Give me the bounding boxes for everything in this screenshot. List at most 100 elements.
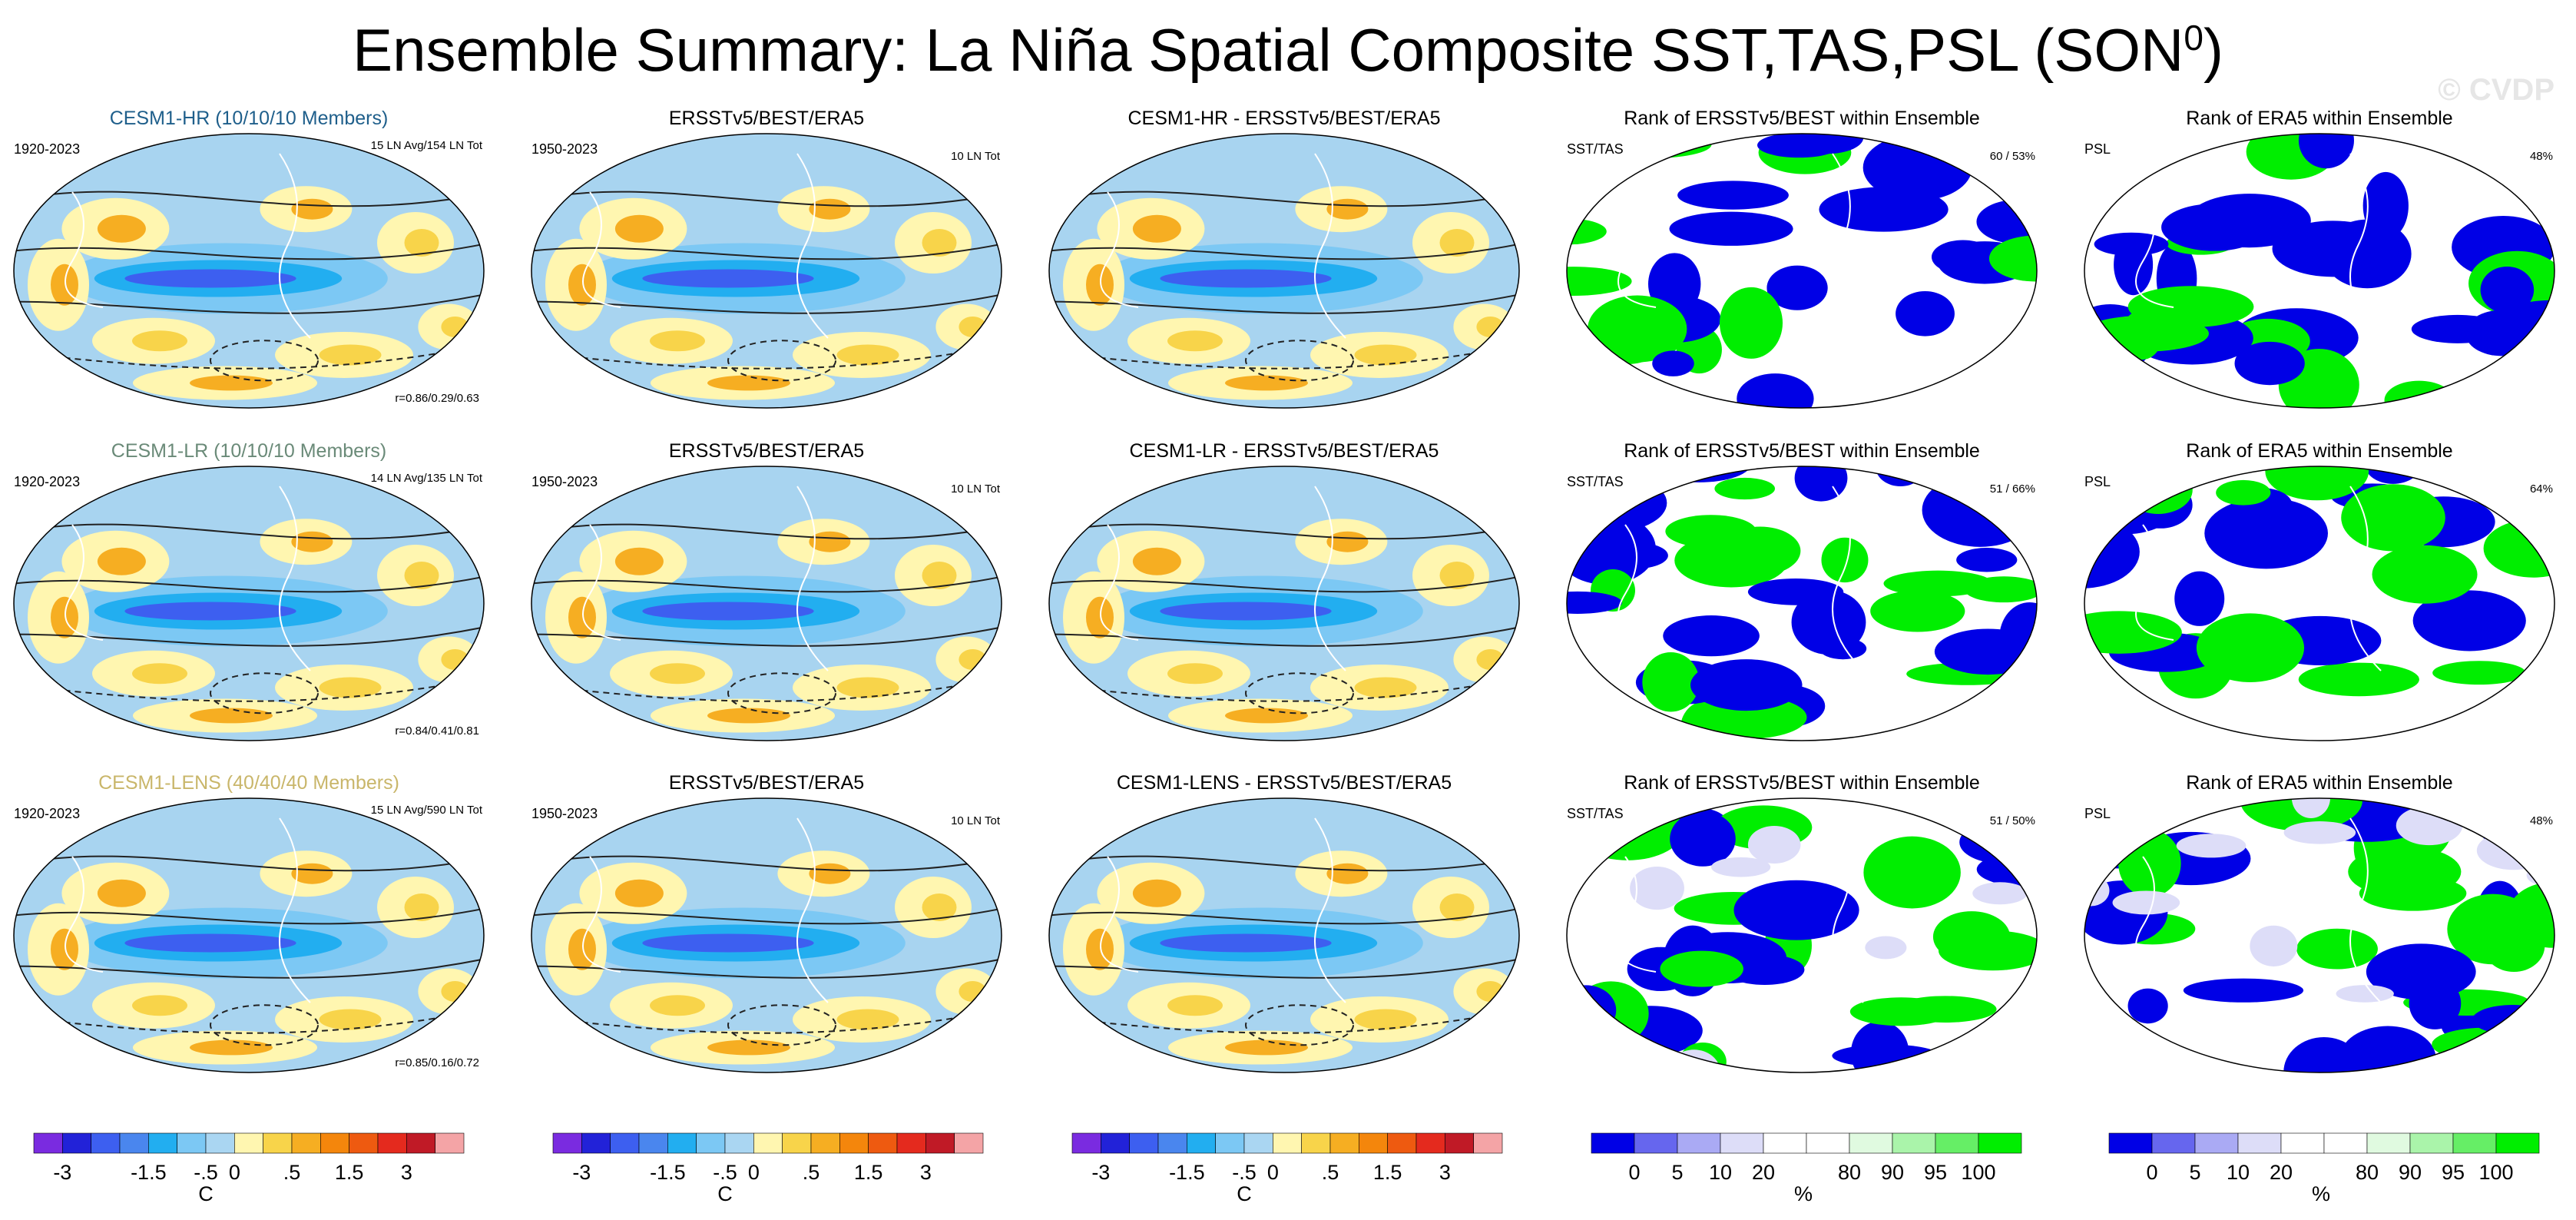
warm-core bbox=[190, 708, 273, 724]
map-field bbox=[1049, 466, 1519, 741]
colorbar-segment bbox=[925, 1132, 955, 1154]
colorbar-segment bbox=[610, 1132, 640, 1154]
panel-left-label: SST/TAS bbox=[1567, 806, 1624, 821]
colorbar-segment bbox=[1720, 1132, 1764, 1154]
map-outline bbox=[2084, 466, 2555, 741]
rank-region bbox=[1883, 570, 1993, 597]
rank-region bbox=[2174, 571, 2225, 626]
rank-region bbox=[2432, 661, 2526, 685]
warm-core bbox=[190, 375, 273, 391]
cold-tongue-core bbox=[1160, 269, 1332, 288]
rank-region bbox=[1720, 287, 1783, 359]
colorbar-segment bbox=[1415, 1132, 1445, 1154]
warm-core bbox=[441, 649, 469, 670]
colorbar-anomaly-3: -3 -1.5 -.5 0 .5 1.5 3 C bbox=[1071, 1132, 1503, 1205]
rank-region bbox=[2412, 590, 2526, 651]
colorbar-tick-label: 10 bbox=[2227, 1161, 2250, 1184]
psl-contour bbox=[531, 855, 1002, 872]
coastline bbox=[582, 524, 621, 641]
psl-contour bbox=[531, 523, 1002, 540]
colorbar-segment bbox=[552, 1132, 582, 1154]
rank-region bbox=[2136, 134, 2184, 153]
rank-region bbox=[2501, 826, 2554, 849]
warm-core bbox=[1439, 562, 1475, 589]
cold-tongue-core bbox=[642, 269, 814, 288]
panel-title: CESM1-LR (10/10/10 Members) bbox=[111, 440, 386, 462]
colorbar-segment bbox=[1892, 1132, 1936, 1154]
psl-contour bbox=[1049, 625, 1519, 647]
rank-region bbox=[1737, 373, 1814, 408]
colorbar-segment bbox=[2409, 1132, 2454, 1154]
map-outline bbox=[2084, 797, 2555, 1073]
coastline bbox=[582, 856, 621, 973]
coastline bbox=[796, 817, 829, 1003]
warm-core bbox=[441, 981, 469, 1002]
warm-core bbox=[1167, 995, 1223, 1016]
psl-contour bbox=[1049, 676, 1519, 702]
rank-region bbox=[2118, 829, 2181, 897]
rank-region bbox=[2112, 890, 2180, 915]
warm-core bbox=[132, 663, 187, 685]
coastline bbox=[2135, 524, 2174, 641]
rank-region bbox=[2508, 339, 2554, 373]
colorbar-segment bbox=[177, 1132, 207, 1154]
psl-contour bbox=[531, 957, 1002, 979]
colorbar-tick-label: 1.5 bbox=[335, 1161, 364, 1184]
panel-bottom-label: r=0.86/0.29/0.63 bbox=[395, 392, 479, 405]
psl-contour bbox=[531, 575, 1002, 593]
psl-contour bbox=[531, 343, 1002, 370]
title-text: Ensemble Summary: La Niña Spatial Compos… bbox=[353, 16, 2184, 84]
psl-contour bbox=[1049, 523, 1519, 540]
rank-region bbox=[1669, 211, 1793, 246]
colorbar-segment bbox=[2495, 1132, 2540, 1154]
rank-region bbox=[2084, 515, 2140, 588]
rank-region bbox=[1690, 659, 1803, 711]
warm-core bbox=[809, 531, 851, 552]
map-outline bbox=[531, 133, 1002, 409]
colorbar-segment bbox=[1273, 1132, 1302, 1154]
colorbar-segment bbox=[1849, 1132, 1893, 1154]
panel-left-label: 1920-2023 bbox=[14, 141, 80, 157]
warm-core bbox=[132, 330, 187, 352]
title-close: ) bbox=[2203, 16, 2223, 84]
rank-region bbox=[1747, 578, 1844, 605]
rank-region bbox=[1642, 651, 1700, 712]
psl-contour bbox=[1049, 855, 1519, 872]
rank-region bbox=[2127, 988, 2168, 1024]
colorbar-tick-label: .5 bbox=[803, 1161, 820, 1184]
warm-core bbox=[959, 981, 987, 1002]
colorbar-segment bbox=[1129, 1132, 1159, 1154]
colorbar-tick-label: 95 bbox=[2442, 1161, 2465, 1184]
warm-core bbox=[1476, 649, 1505, 670]
coastline bbox=[1617, 524, 1657, 641]
psl-contour bbox=[210, 340, 319, 382]
rank-region bbox=[1670, 811, 1736, 867]
rank-region bbox=[1714, 477, 1776, 500]
rank-region bbox=[2084, 611, 2182, 654]
psl-contour bbox=[14, 957, 484, 979]
panel-bottom-label: r=0.85/0.16/0.72 bbox=[395, 1056, 479, 1069]
colorbar-tick-label: 10 bbox=[1709, 1161, 1732, 1184]
panel-right-label: 48% bbox=[2530, 150, 2553, 163]
psl-contour bbox=[14, 855, 484, 872]
colorbar-tick-label: -1.5 bbox=[650, 1161, 686, 1184]
rank-region bbox=[1647, 253, 1701, 315]
map-outline bbox=[13, 797, 485, 1073]
coastline bbox=[279, 817, 311, 1003]
coastline bbox=[2349, 486, 2382, 671]
warm-core bbox=[1225, 708, 1308, 724]
panel-title: CESM1-LR - ERSSTv5/BEST/ERA5 bbox=[1130, 440, 1439, 462]
warm-core bbox=[51, 264, 78, 306]
warm-core bbox=[1439, 229, 1475, 257]
map-field bbox=[2084, 466, 2554, 741]
colorbar-segment bbox=[91, 1132, 121, 1154]
rank-region bbox=[1567, 218, 1607, 245]
coastline bbox=[1617, 856, 1657, 973]
warm-core bbox=[922, 893, 957, 921]
warm-core bbox=[1132, 547, 1181, 575]
rank-region bbox=[2124, 466, 2193, 514]
coastline bbox=[1832, 486, 1864, 671]
coastline bbox=[279, 486, 311, 671]
panel-r1-c3: CESM1-HR - ERSSTv5/BEST/ERA5 bbox=[1048, 108, 1520, 409]
psl-contour bbox=[14, 293, 484, 314]
